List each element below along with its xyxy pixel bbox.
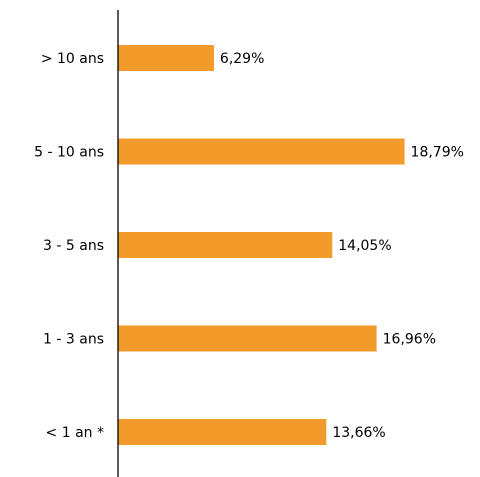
category-labels-group: > 10 ans 5 - 10 ans 3 - 5 ans 1 - 3 ans < 1 … [34, 51, 104, 441]
value-labels-group: 6,29% 18,79% 14,05% 16,96% 13,66% [220, 51, 464, 441]
bar [118, 232, 333, 258]
bars-group [118, 45, 405, 445]
bar [118, 138, 405, 165]
category-label: 3 - 5 ans [43, 238, 104, 254]
category-label: < 1 an * [46, 425, 104, 441]
data-label: 13,66% [332, 425, 385, 441]
data-label: 14,05% [338, 238, 391, 254]
bar [118, 45, 214, 71]
data-label: 6,29% [220, 51, 264, 67]
data-label: 18,79% [411, 145, 464, 161]
data-label: 16,96% [383, 332, 436, 348]
category-label: 1 - 3 ans [43, 332, 104, 348]
bar [118, 325, 377, 352]
category-label: > 10 ans [41, 51, 104, 67]
bar [118, 419, 327, 445]
category-label: 5 - 10 ans [34, 145, 104, 161]
